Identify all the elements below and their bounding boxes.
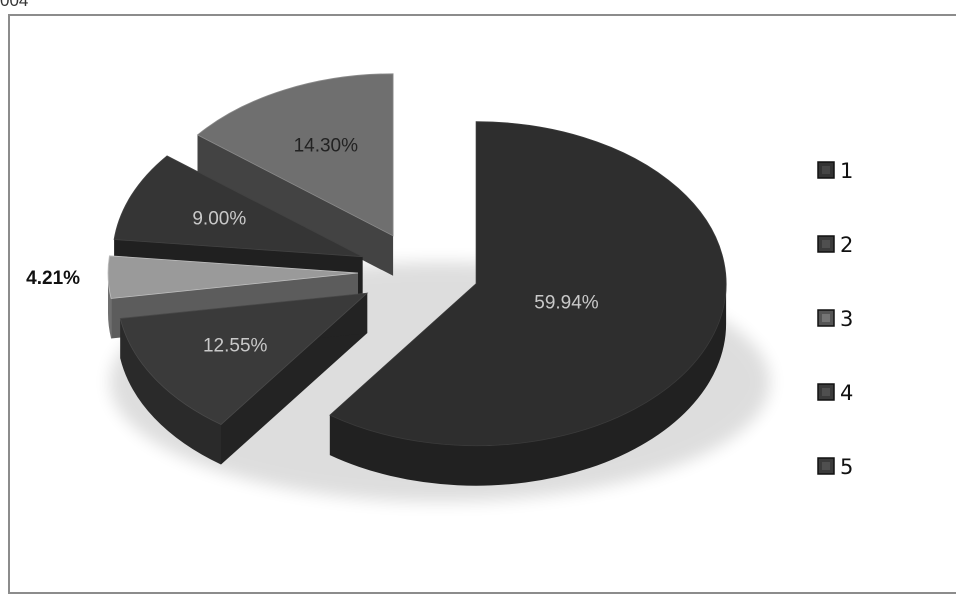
pie-slice-5 [196,73,394,276]
pie-slice-2 [119,292,369,465]
slice-outer-wall [107,273,112,339]
slice-outer-wall [329,283,727,486]
slice-side-face [197,134,394,276]
data-label-1: 59.94% [534,293,599,314]
data-label-4: 9.00% [192,209,246,230]
slice-top-face [119,292,369,425]
slice-top-face [329,121,727,447]
slice-top-face [107,255,359,299]
legend-label: 5 [840,455,853,479]
legend-item-1: 1 [817,159,853,183]
slice-top-face [196,73,394,237]
legend-label: 1 [840,159,853,183]
slice-outer-wall [120,318,221,465]
pie-chart: 59.94% 12.55% 4.21% 9.00% 14.30% 1 2 3 4 5 [26,73,853,502]
pie-slice-1 [329,121,727,486]
legend-label: 4 [840,381,853,405]
legend-label: 3 [840,307,853,331]
page-number: 004 [0,0,29,10]
data-label-5: 14.30% [294,135,359,156]
legend-marker-highlight [822,166,830,174]
legend-item-4: 4 [817,381,853,405]
legend-label: 2 [840,233,853,257]
legend-item-3: 3 [817,307,853,331]
legend-marker-highlight [822,240,830,248]
legend-marker-highlight [822,314,830,322]
legend-item-5: 5 [817,455,853,479]
data-label-3: 4.21% [26,268,80,289]
data-label-2: 12.55% [203,336,268,357]
pie-slice-4 [113,155,363,297]
legend-marker-highlight [822,388,830,396]
legend-marker-highlight [822,462,830,470]
legend-item-2: 2 [817,233,853,257]
slice-top-face [113,155,363,258]
